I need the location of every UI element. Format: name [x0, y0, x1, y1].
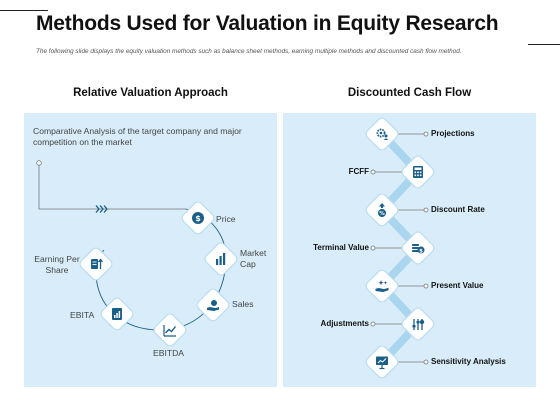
adjustments-node	[401, 307, 435, 341]
projections-label: Projections	[431, 129, 475, 138]
terminal-value-label: Terminal Value	[313, 243, 369, 252]
sensitivity-analysis-node	[365, 345, 399, 379]
relative-valuation-description: Comparative Analysis of the target compa…	[33, 126, 242, 147]
price-node: $	[181, 201, 215, 235]
title-rule-left	[0, 10, 48, 11]
gear-people-icon	[370, 122, 394, 146]
earning-per-share-label: Earning Per Share	[34, 254, 80, 275]
bar-chart-icon	[209, 247, 233, 271]
sales-node	[196, 288, 230, 322]
market-cap-label: Market Cap	[240, 248, 267, 269]
hand-money-icon	[201, 293, 225, 317]
projections-node	[365, 117, 399, 151]
sales-label: Sales	[232, 299, 254, 309]
market-cap-node	[204, 242, 238, 276]
relative-valuation-heading: Relative Valuation Approach	[73, 87, 228, 99]
ebita-label: EBITA	[70, 310, 95, 320]
percent-arrow-icon: %	[370, 198, 394, 222]
sensitivity-analysis-label: Sensitivity Analysis	[431, 357, 506, 366]
price-label: Price	[216, 214, 236, 224]
present-value-node	[365, 269, 399, 303]
fcff-node	[401, 155, 435, 189]
discount-rate-node: %	[365, 193, 399, 227]
title-rule-right	[528, 44, 560, 45]
ebitda-label: EBITDA	[153, 348, 185, 358]
document-arrow-icon	[84, 252, 108, 276]
svg-text:$: $	[195, 214, 201, 223]
page-title: Methods Used for Valuation in Equity Res…	[36, 12, 499, 35]
ebita-node	[100, 297, 134, 331]
calculator-icon	[406, 160, 430, 184]
svg-text:%: %	[379, 211, 385, 217]
dcf-heading: Discounted Cash Flow	[347, 87, 472, 99]
sliders-chart-icon	[406, 312, 430, 336]
present-value-label: Present Value	[431, 281, 484, 290]
coins-icon: $	[406, 236, 430, 260]
hand-sparkle-icon	[370, 274, 394, 298]
report-icon	[105, 302, 129, 326]
earning-per-share-node	[79, 247, 113, 281]
dollar-badge-icon: $	[186, 206, 210, 230]
fcff-label: FCFF	[348, 167, 369, 176]
presentation-board-icon	[370, 350, 394, 374]
terminal-value-node: $	[401, 231, 435, 265]
svg-text:$: $	[419, 248, 423, 254]
discount-rate-label: Discount Rate	[431, 205, 485, 214]
adjustments-label: Adjustments	[320, 319, 369, 328]
page-subtitle: The following slide displays the equity …	[36, 48, 462, 55]
growth-chart-icon	[158, 318, 182, 342]
ebitda-node	[153, 313, 187, 347]
